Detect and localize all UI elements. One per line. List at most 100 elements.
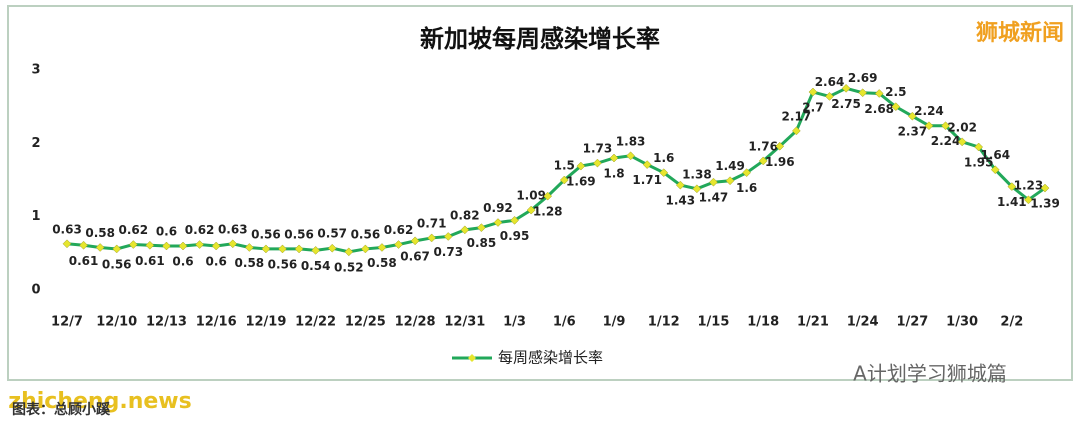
data-label: 1.6 bbox=[736, 181, 757, 195]
x-tick-label: 1/24 bbox=[847, 315, 879, 330]
marker bbox=[675, 180, 685, 190]
marker bbox=[195, 240, 204, 249]
marker bbox=[1024, 195, 1033, 205]
x-tick-label: 1/21 bbox=[797, 315, 829, 330]
legend-label: 每周感染增长率 bbox=[498, 349, 603, 367]
data-label: 2.68 bbox=[864, 102, 894, 116]
data-label: 1.5 bbox=[554, 159, 575, 173]
marker bbox=[891, 102, 901, 112]
x-tick-label: 1/18 bbox=[747, 315, 779, 330]
data-label: 1.96 bbox=[765, 155, 795, 169]
x-tick-label: 12/19 bbox=[245, 315, 286, 330]
data-label: 2.17 bbox=[782, 109, 812, 123]
y-tick-label: 0 bbox=[31, 283, 40, 298]
data-label: 0.6 bbox=[172, 255, 193, 269]
data-label: 0.67 bbox=[400, 249, 430, 263]
data-label: 2.5 bbox=[885, 85, 906, 99]
marker bbox=[758, 156, 768, 166]
data-label: 2.24 bbox=[931, 134, 961, 148]
marker bbox=[593, 158, 602, 168]
data-label: 1.41 bbox=[997, 195, 1027, 209]
data-label: 0.58 bbox=[367, 256, 397, 270]
x-tick-label: 12/25 bbox=[345, 315, 386, 330]
data-label: 2.02 bbox=[947, 120, 977, 134]
marker bbox=[642, 160, 652, 169]
marker bbox=[228, 239, 238, 249]
data-label: 1.6 bbox=[653, 151, 674, 165]
data-label: 2.69 bbox=[848, 71, 878, 85]
marker bbox=[294, 244, 304, 254]
data-label: 2.7 bbox=[802, 101, 823, 115]
data-label: 0.62 bbox=[185, 223, 215, 237]
marker bbox=[825, 92, 834, 101]
x-tick-label: 2/2 bbox=[1000, 315, 1023, 330]
marker bbox=[128, 240, 138, 249]
data-label: 0.63 bbox=[218, 222, 248, 236]
marker bbox=[874, 89, 884, 98]
x-tick-label: 12/13 bbox=[146, 315, 187, 330]
data-label: 2.24 bbox=[914, 104, 944, 118]
y-tick-label: 2 bbox=[31, 136, 40, 151]
marker bbox=[278, 244, 287, 254]
data-label: 0.92 bbox=[483, 201, 513, 215]
marker bbox=[775, 141, 785, 151]
marker bbox=[327, 243, 337, 253]
x-tick-label: 1/3 bbox=[503, 315, 526, 330]
marker bbox=[477, 223, 486, 233]
data-label: 0.57 bbox=[317, 227, 347, 241]
data-label: 0.56 bbox=[351, 227, 381, 241]
marker bbox=[725, 176, 735, 186]
marker bbox=[427, 233, 437, 243]
marker bbox=[742, 168, 751, 178]
chart-frame bbox=[7, 5, 1073, 381]
marker bbox=[1040, 183, 1050, 193]
marker bbox=[145, 240, 155, 250]
x-tick-label: 12/16 bbox=[196, 315, 237, 330]
x-tick-label: 12/28 bbox=[395, 315, 436, 330]
marker bbox=[808, 87, 818, 97]
x-tick-label: 12/10 bbox=[96, 315, 137, 330]
chart-title: 新加坡每周感染增长率 bbox=[420, 25, 660, 53]
data-label: 1.95 bbox=[964, 156, 994, 170]
marker bbox=[79, 240, 88, 250]
data-label: 2.75 bbox=[831, 97, 861, 111]
marker bbox=[609, 153, 619, 163]
marker bbox=[941, 121, 950, 131]
data-label: 2.37 bbox=[898, 125, 928, 139]
data-label: 2.64 bbox=[815, 75, 845, 89]
marker bbox=[924, 121, 934, 131]
marker bbox=[460, 225, 470, 235]
marker bbox=[95, 243, 105, 252]
marker bbox=[62, 239, 72, 249]
marker bbox=[858, 88, 868, 98]
marker bbox=[178, 241, 188, 251]
data-label: 0.73 bbox=[433, 245, 463, 259]
data-label: 0.61 bbox=[135, 254, 165, 268]
marker bbox=[957, 137, 967, 147]
data-label: 0.62 bbox=[119, 223, 149, 237]
marker bbox=[377, 243, 387, 252]
marker bbox=[344, 247, 354, 257]
data-label: 0.56 bbox=[284, 227, 314, 241]
marker bbox=[410, 236, 420, 246]
data-label: 0.58 bbox=[85, 226, 115, 240]
data-label: 1.28 bbox=[533, 205, 563, 219]
marker bbox=[792, 126, 801, 136]
marker bbox=[510, 215, 519, 225]
data-label: 1.49 bbox=[715, 159, 745, 173]
marker bbox=[493, 218, 503, 227]
data-label: 1.38 bbox=[682, 167, 712, 181]
y-tick-label: 1 bbox=[31, 209, 40, 224]
y-tick-label: 3 bbox=[31, 63, 40, 78]
data-label: 0.95 bbox=[500, 229, 530, 243]
marker bbox=[526, 205, 536, 215]
footer-account: A计划学习狮城篇 bbox=[853, 362, 1007, 386]
marker bbox=[1007, 182, 1017, 191]
x-tick-label: 12/31 bbox=[444, 315, 485, 330]
data-label: 0.52 bbox=[334, 260, 364, 274]
marker bbox=[543, 191, 553, 201]
data-label: 0.62 bbox=[384, 223, 414, 237]
x-tick-label: 1/27 bbox=[896, 315, 928, 330]
data-label: 0.56 bbox=[102, 257, 132, 271]
footer-site: zhicheng.news bbox=[8, 389, 191, 414]
